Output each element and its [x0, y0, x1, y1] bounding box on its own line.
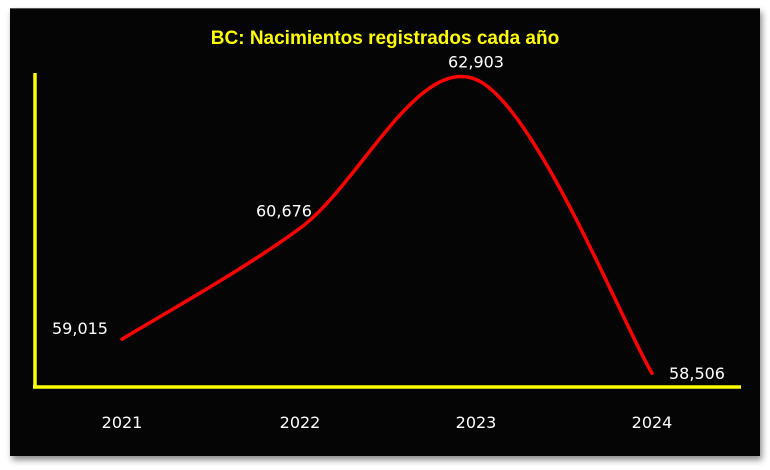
chart-panel	[10, 8, 760, 456]
chart-title: BC: Nacimientos registrados cada año	[211, 28, 559, 49]
x-tick-label: 2024	[632, 413, 673, 432]
data-label: 62,903	[448, 52, 504, 71]
x-tick-label: 2023	[456, 413, 497, 432]
x-tick-label: 2022	[280, 413, 321, 432]
data-label: 60,676	[256, 201, 312, 220]
series-line	[120, 75, 654, 375]
data-label: 58,506	[669, 364, 725, 383]
data-label: 59,015	[52, 319, 108, 338]
x-tick-label: 2021	[102, 413, 143, 432]
